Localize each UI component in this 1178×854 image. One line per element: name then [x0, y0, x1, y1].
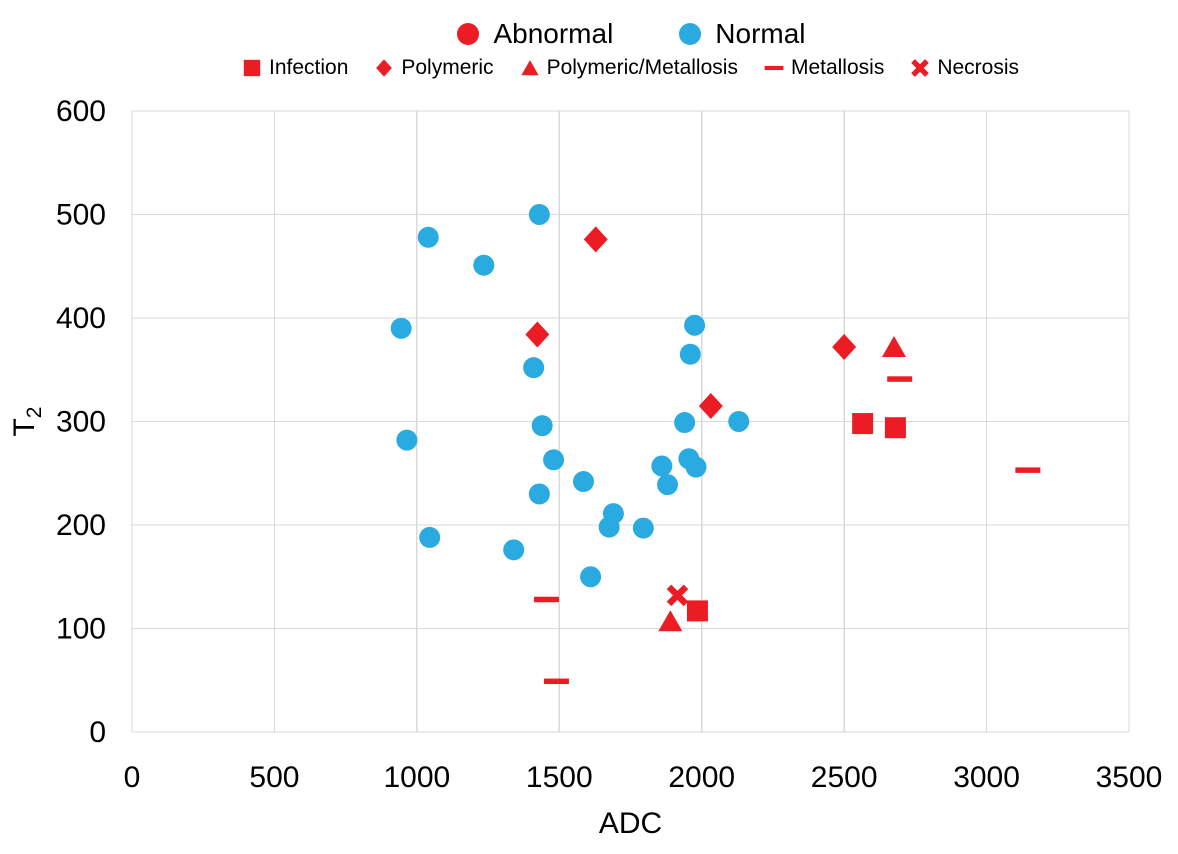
data-point	[685, 456, 707, 478]
x-tick-label: 3500	[1096, 761, 1163, 794]
legend-label-polymeric-metallosis: Polymeric/Metallosis	[546, 56, 738, 79]
y-tick-label: 200	[56, 509, 106, 542]
data-point	[887, 376, 913, 382]
series-necrosis	[666, 584, 689, 607]
grid	[131, 110, 1130, 733]
y-tick-label: 500	[56, 199, 106, 232]
polymeric-diamond-icon	[376, 59, 393, 77]
legend-item-abnormal: Abnormal	[455, 18, 613, 50]
normal-circle-icon	[679, 22, 702, 46]
data-point	[503, 539, 525, 561]
data-point	[473, 254, 495, 276]
data-point	[1015, 467, 1041, 473]
x-tick-label: 3000	[953, 761, 1020, 794]
x-tick-label: 2000	[668, 761, 735, 794]
x-axis-title: ADC	[599, 807, 662, 840]
data-point	[632, 517, 654, 539]
data-point	[543, 449, 565, 471]
x-tick-label: 0	[124, 761, 141, 794]
data-point	[533, 596, 559, 603]
y-tick-label: 600	[56, 95, 106, 128]
data-point	[852, 413, 874, 435]
data-point	[580, 566, 602, 588]
x-tick-label: 1500	[526, 761, 593, 794]
data-point	[666, 584, 689, 607]
polymeric-metallosis-triangle-icon	[520, 60, 539, 76]
data-point	[674, 412, 696, 434]
data-point	[602, 503, 624, 525]
data-point	[531, 415, 553, 437]
data-point	[881, 335, 906, 357]
necrosis-x-icon	[911, 59, 930, 77]
data-point	[572, 471, 594, 493]
x-axis-tick-labels: 0 500 1000 1500 2000 2500 3000 3500	[124, 761, 1163, 794]
x-tick-label: 1000	[383, 761, 450, 794]
data-point	[728, 411, 750, 432]
legend-item-necrosis: Necrosis	[910, 56, 1019, 80]
data-point	[523, 357, 545, 379]
metallosis-dash-icon	[764, 65, 784, 71]
legend-label-abnormal: Abnormal	[493, 18, 614, 49]
data-point	[679, 343, 701, 365]
data-point	[525, 321, 550, 348]
series-metallosis	[533, 376, 1041, 685]
data-point	[684, 314, 706, 336]
series-polymeric-metallosis	[658, 335, 906, 632]
y-axis-tick-labels: 0 100 200 300 400 500 600	[56, 95, 106, 749]
data-point	[698, 392, 723, 419]
data-point	[417, 226, 439, 248]
legend-secondary: Infection Polymeric Polymeric/Metallosis…	[132, 56, 1129, 80]
data-point	[657, 474, 679, 496]
data-point	[528, 204, 550, 225]
infection-square-icon	[243, 59, 261, 77]
y-axis-title: T2	[8, 406, 46, 436]
legend-item-metallosis: Metallosis	[764, 56, 884, 80]
data-point	[658, 610, 683, 632]
series-polymeric	[525, 226, 857, 419]
legend-label-metallosis: Metallosis	[790, 56, 885, 79]
y-tick-label: 400	[56, 302, 106, 335]
legend-label-normal: Normal	[715, 18, 806, 49]
y-tick-label: 0	[89, 716, 106, 749]
legend-label-polymeric: Polymeric	[401, 56, 494, 79]
series-infection	[686, 413, 906, 622]
data-point	[528, 483, 550, 505]
y-tick-label: 300	[56, 406, 106, 439]
data-point	[396, 429, 418, 451]
legend-item-polymeric: Polymeric	[374, 56, 494, 80]
data-point	[832, 333, 857, 360]
data-point	[651, 455, 673, 477]
data-point	[419, 526, 441, 548]
y-tick-label: 100	[56, 613, 106, 646]
series-normal	[390, 204, 750, 588]
data-point	[884, 417, 906, 439]
legend-item-normal: Normal	[677, 18, 806, 50]
data-point	[543, 678, 569, 685]
abnormal-circle-icon	[457, 22, 480, 46]
legend-label-infection: Infection	[268, 56, 349, 79]
legend-item-polymeric-metallosis: Polymeric/Metallosis	[520, 56, 738, 80]
x-tick-label: 500	[249, 761, 299, 794]
legend-label-necrosis: Necrosis	[937, 56, 1020, 79]
data-point	[390, 317, 412, 339]
x-tick-label: 2500	[811, 761, 878, 794]
data-point	[686, 600, 708, 622]
data-point	[583, 226, 608, 253]
legend-primary: Abnormal Normal	[132, 18, 1129, 50]
legend-item-infection: Infection	[242, 56, 348, 80]
